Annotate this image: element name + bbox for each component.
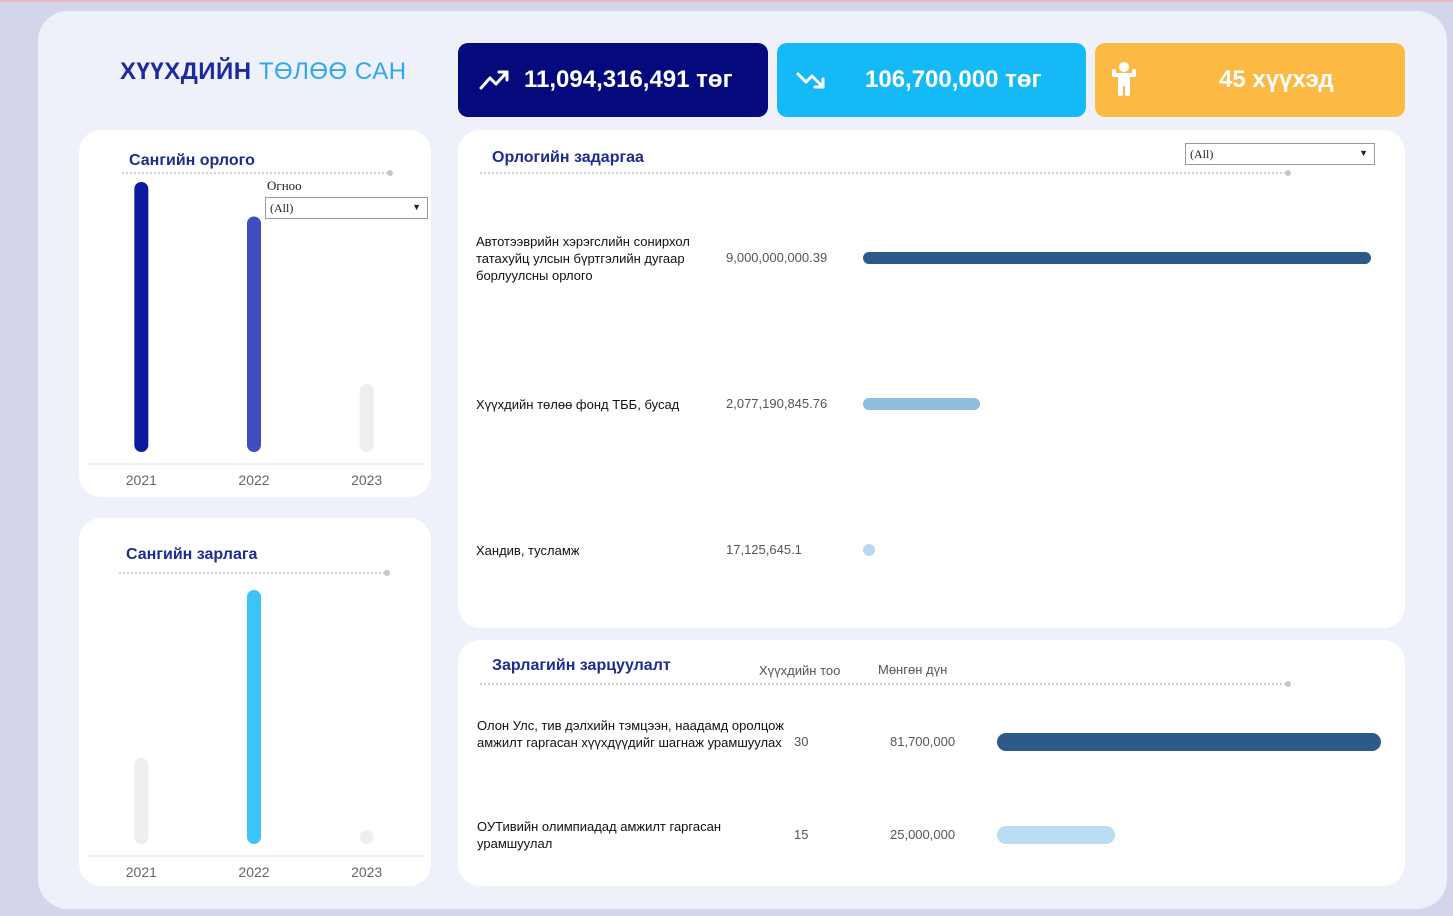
- bar-2022[interactable]: [247, 216, 261, 453]
- breakdown-filter-value: (All): [1190, 147, 1214, 161]
- spending-row-label: Олон Улс, тив дэлхийн тэмцээн, наадамд о…: [477, 717, 784, 750]
- date-filter-value: (All): [270, 201, 294, 215]
- kpi-income-value: 11,094,316,491 төг: [524, 66, 733, 93]
- bar-2023[interactable]: [359, 830, 374, 844]
- spending-row-children: 30: [794, 734, 809, 749]
- breakdown-filter-dropdown[interactable]: (All) ▼: [1185, 143, 1375, 165]
- expense-bar-chart: 2021 2022 2023: [87, 576, 425, 886]
- expense-divider-end: [384, 570, 390, 576]
- bar-2022[interactable]: [247, 590, 261, 844]
- breakdown-row-label: Автотээврийн хэрэгслийн сонирхол татахуй…: [476, 233, 690, 283]
- income-chart-title: Сангийн орлого: [129, 152, 255, 169]
- x-tick-2022: 2022: [238, 472, 269, 488]
- date-filter-dropdown[interactable]: (All) ▼: [265, 197, 428, 219]
- breakdown-row-value: 17,125,645.1: [726, 542, 802, 557]
- bar-2023[interactable]: [359, 384, 374, 452]
- income-title-divider: [122, 172, 388, 174]
- breakdown-row-label: Хүүхдийн төлөө фонд ТББ, бусад: [476, 396, 680, 412]
- spending-title: Зарлагийн зарцуулалт: [492, 657, 671, 674]
- brand-title-part1: ХҮҮХДИЙН: [120, 58, 252, 85]
- breakdown-row-value: 9,000,000,000.39: [726, 250, 828, 265]
- brand-title: ХҮҮХДИЙН ТӨЛӨӨ САН: [120, 58, 407, 86]
- spending-row-amount: 81,700,000: [890, 734, 956, 749]
- chevron-down-icon: ▼: [1359, 148, 1368, 158]
- spending-bar[interactable]: [997, 826, 1115, 844]
- expense-title-divider: [119, 572, 385, 574]
- spending-row-children: 15: [794, 827, 809, 842]
- expense-chart-title: Сангийн зарлага: [126, 546, 258, 563]
- breakdown-title-divider: [480, 172, 1286, 174]
- spending-row-amount: 25,000,000: [890, 827, 956, 842]
- x-tick-2021: 2021: [126, 472, 157, 488]
- x-tick-2023: 2023: [351, 864, 382, 880]
- breakdown-row-label: Хандив, тусламж: [476, 542, 580, 558]
- kpi-income-card: 11,094,316,491 төг: [458, 43, 768, 117]
- breakdown-divider-end: [1285, 170, 1291, 176]
- bar-2021[interactable]: [134, 182, 149, 452]
- date-filter-label: Огноо: [267, 178, 302, 193]
- x-tick-2021: 2021: [126, 864, 157, 880]
- breakdown-bar[interactable]: [863, 252, 1371, 264]
- plot-expense-svg: 2021 2022 2023: [87, 590, 425, 880]
- spending-col-children-header: Хүүхдийн тоо: [759, 663, 841, 678]
- x-tick-2022: 2022: [238, 864, 269, 880]
- trend-down-icon: [794, 63, 828, 102]
- income-bar-chart: 2021 2022 2023: [87, 170, 425, 490]
- spending-card: [458, 640, 1405, 886]
- brand-title-part2: ТӨЛӨӨ САН: [258, 58, 407, 85]
- kpi-children-card: 45 хүүхэд: [1095, 43, 1405, 117]
- income-breakdown-card: [458, 130, 1405, 628]
- spending-divider-end: [1285, 681, 1291, 687]
- spending-title-divider: [480, 683, 1286, 685]
- kpi-expense-card: 106,700,000 төг: [777, 43, 1086, 117]
- chevron-down-icon: ▼: [412, 202, 421, 212]
- spending-col-amount-header: Мөнгөн дүн: [878, 662, 948, 677]
- income-divider-end: [387, 170, 393, 176]
- income-breakdown-title: Орлогийн задаргаа: [492, 149, 644, 166]
- top-accent-line: [0, 0, 1453, 2]
- kpi-children-value: 45 хүүхэд: [1219, 66, 1334, 93]
- breakdown-row-value: 2,077,190,845.76: [726, 396, 828, 411]
- trend-up-icon: [478, 63, 510, 100]
- plot-income-svg: 2021 2022 2023: [87, 182, 425, 488]
- child-icon: [1109, 61, 1139, 102]
- spending-bar[interactable]: [997, 733, 1381, 751]
- breakdown-bar[interactable]: [863, 398, 981, 410]
- breakdown-bar[interactable]: [863, 544, 875, 556]
- spending-row-label: ОУТивийн олимпиадад амжилт гаргасан урам…: [477, 819, 721, 851]
- kpi-expense-value: 106,700,000 төг: [865, 66, 1042, 93]
- bar-2021[interactable]: [134, 758, 149, 844]
- x-tick-2023: 2023: [351, 472, 382, 488]
